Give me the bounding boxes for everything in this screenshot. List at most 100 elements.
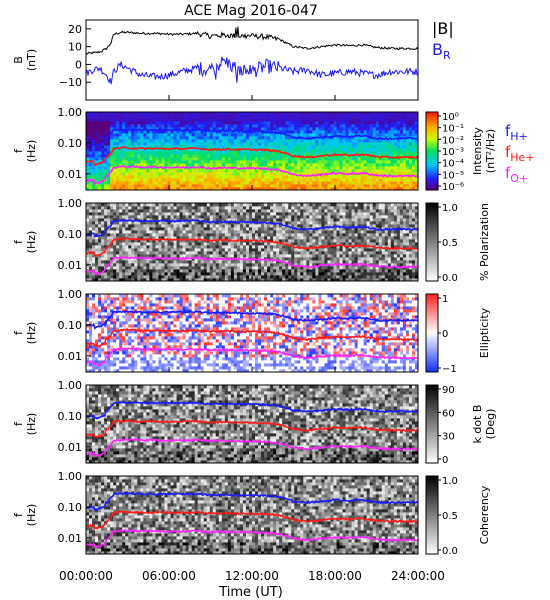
polarization-colorbar [425, 202, 439, 282]
x-tick-label: 00:00:00 [59, 569, 113, 583]
coherency-colorbar [425, 475, 439, 555]
field-panel-frame [85, 19, 419, 101]
legend-B-R: BR [432, 40, 451, 62]
intensity-ytick-label: 1.00 [58, 106, 83, 119]
coherency-colorbar-tick: 1.0 [442, 476, 458, 487]
polarization-colorbar-label: % Polarization [478, 203, 491, 281]
ellipticity-colorbar-tick: −1 [442, 364, 457, 375]
field-ylabel-unit: (nT) [25, 49, 38, 71]
polarization-ylabel-unit: (Hz) [25, 231, 38, 254]
intensity-colorbar-tick: 10⁻³ [442, 147, 464, 158]
coherency-ylabel: f [12, 512, 25, 517]
legend-B-total: |B| [432, 19, 454, 38]
ellipticity-ytick-label: 1.00 [58, 288, 83, 301]
field-ytick-label: −10 [59, 76, 82, 89]
ellipticity-line-f_Hplus [85, 310, 419, 330]
polarization-line-f_Heplus [85, 237, 419, 257]
coherency-ytick-label: 0.01 [58, 532, 83, 545]
series-line-B-total [85, 26, 419, 55]
x-tick-label: 24:00:00 [391, 569, 445, 583]
kdotb-colorbar-tick: 0 [442, 455, 448, 466]
intensity-ytick-label: 0.10 [58, 137, 83, 150]
kdotb-colorbar-tick: 30 [442, 432, 455, 443]
coherency-colorbar-tick: 0.0 [442, 546, 458, 557]
coherency-ytick-label: 0.10 [58, 501, 83, 514]
coherency-line-f_Hplus [85, 492, 419, 512]
kdotb-line-f_Oplus [85, 438, 419, 457]
kdotb-colorbar-label: k dot B [471, 405, 484, 444]
ellipticity-colorbar-tick: 0 [442, 329, 448, 340]
ellipticity-colorbar-tick: 1 [442, 294, 448, 305]
coherency-line-f_Oplus [85, 529, 418, 549]
field-ytick-label: 0 [75, 58, 82, 71]
ellipticity-ylabel: f [12, 330, 25, 335]
legend-f-He-plus: fHe+ [505, 143, 535, 164]
kdotb-colorbar-tick: 90 [442, 385, 455, 396]
ellipticity-ytick-label: 0.01 [58, 350, 83, 363]
x-tick-label: 12:00:00 [225, 569, 279, 583]
coherency-ylabel-unit: (Hz) [25, 504, 38, 527]
polarization-colorbar-tick: 0.0 [442, 273, 458, 284]
intensity-colorbar-tick: 10⁻⁶ [442, 182, 464, 193]
field-ytick-label: 10 [68, 41, 82, 54]
polarization-colorbar-tick: 1.0 [442, 203, 458, 214]
intensity-colorbar-label-unit: (nT²/Hz) [484, 129, 497, 173]
intensity-colorbar-tick: 10⁻¹ [442, 124, 464, 135]
polarization-spectrogram [86, 203, 419, 282]
intensity-colorbar-tick: 10⁻² [442, 135, 464, 146]
polarization-line-f_Oplus [85, 256, 419, 276]
x-tick-label: 06:00:00 [142, 569, 196, 583]
polarization-ytick-label: 1.00 [58, 197, 83, 210]
kdotb-ytick-label: 0.01 [58, 441, 83, 454]
kdotb-spectrogram [86, 385, 419, 464]
intensity-colorbar-tick: 10⁻⁴ [442, 159, 464, 170]
polarization-line-f_Hplus [85, 218, 419, 238]
intensity-colorbar [425, 111, 439, 191]
coherency-line-f_Heplus [85, 510, 419, 530]
polarization-ytick-label: 0.01 [58, 259, 83, 272]
kdotb-ylabel: f [12, 421, 25, 426]
field-ytick-label: 20 [68, 23, 82, 36]
kdotb-colorbar-tick: 60 [442, 408, 455, 419]
figure-title: ACE Mag 2016-047 [184, 3, 318, 19]
coherency-spectrogram [86, 476, 419, 555]
polarization-ytick-label: 0.10 [58, 228, 83, 241]
series-line-B-R [85, 56, 419, 85]
intensity-colorbar-tick: 10⁻⁵ [442, 170, 464, 181]
coherency-colorbar-label: Coherency [478, 485, 491, 544]
ellipticity-line-f_Heplus [85, 328, 419, 348]
ellipticity-colorbar-label: Ellipticity [478, 307, 491, 358]
intensity-line-f_Hplus [86, 127, 419, 147]
intensity-ylabel: f [12, 148, 25, 153]
kdotb-line-f_Heplus [85, 419, 419, 438]
ellipticity-colorbar [425, 293, 439, 373]
kdotb-ytick-label: 0.10 [58, 410, 83, 423]
x-axis-label: Time (UT) [218, 585, 283, 600]
intensity-colorbar-label: Intensity [471, 127, 484, 175]
coherency-ytick-label: 1.00 [58, 470, 83, 483]
kdotb-colorbar [425, 384, 439, 464]
legend-f-H-plus: fH+ [505, 122, 528, 143]
coherency-colorbar-tick: 0.5 [442, 511, 458, 522]
ellipticity-ytick-label: 0.10 [58, 319, 83, 332]
intensity-line-f_Heplus [85, 146, 419, 167]
kdotb-ytick-label: 1.00 [58, 379, 83, 392]
intensity-spectrogram [86, 112, 419, 191]
ellipticity-line-f_Oplus [85, 347, 418, 366]
intensity-line-f_Oplus [85, 165, 418, 186]
polarization-colorbar-tick: 0.5 [442, 238, 458, 249]
intensity-ytick-label: 0.01 [58, 168, 83, 181]
x-tick-label: 18:00:00 [308, 569, 362, 583]
kdotb-colorbar-label-unit: (Deg) [484, 409, 497, 440]
field-ylabel: B [12, 56, 25, 64]
polarization-ylabel: f [12, 239, 25, 244]
legend-f-O-plus: fO+ [505, 164, 528, 185]
ellipticity-spectrogram [86, 294, 419, 373]
ellipticity-ylabel-unit: (Hz) [25, 322, 38, 345]
intensity-colorbar-tick: 10⁰ [442, 112, 459, 123]
kdotb-line-f_Hplus [85, 400, 419, 420]
kdotb-ylabel-unit: (Hz) [25, 413, 38, 436]
intensity-ylabel-unit: (Hz) [25, 140, 38, 163]
